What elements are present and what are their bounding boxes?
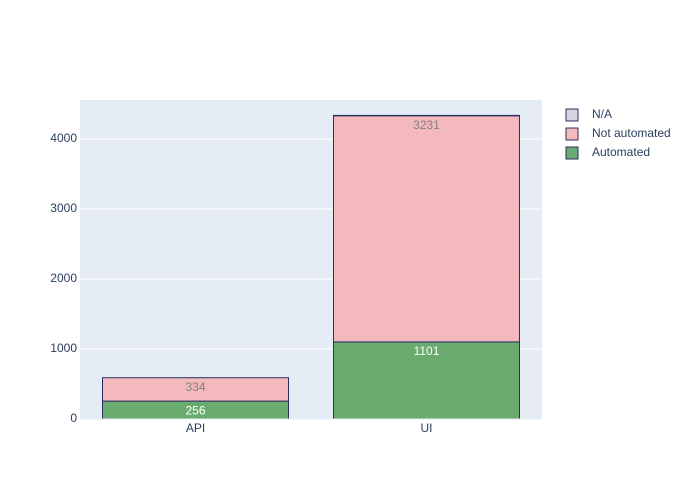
legend-swatch bbox=[565, 108, 579, 122]
legend-label: N/A bbox=[592, 107, 612, 121]
y-tick-label: 0 bbox=[70, 411, 77, 425]
x-tick-label: API bbox=[186, 421, 205, 435]
value-label: 3231 bbox=[413, 118, 440, 132]
legend-label: Not automated bbox=[592, 126, 671, 140]
value-label: 334 bbox=[185, 380, 205, 394]
y-tick-label: 1000 bbox=[50, 341, 77, 355]
y-tick-label: 2000 bbox=[50, 271, 77, 285]
legend-label: Automated bbox=[592, 145, 650, 159]
value-label: 256 bbox=[185, 403, 205, 417]
bar-segment bbox=[333, 341, 520, 420]
legend-swatch bbox=[565, 146, 579, 160]
x-tick-label: UI bbox=[421, 421, 433, 435]
bar-segment bbox=[333, 115, 520, 343]
value-label: 1101 bbox=[414, 344, 440, 358]
bar-segment bbox=[102, 377, 289, 402]
legend-swatch bbox=[565, 127, 579, 141]
y-tick-label: 4000 bbox=[50, 131, 77, 145]
y-tick-label: 3000 bbox=[50, 201, 77, 215]
